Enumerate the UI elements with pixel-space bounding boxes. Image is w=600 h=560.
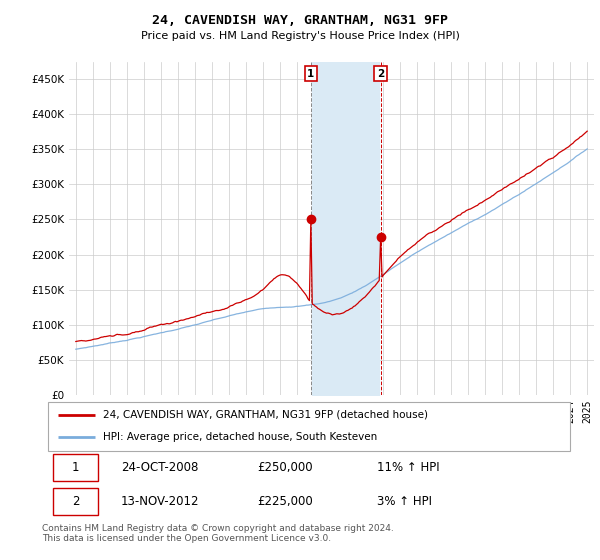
Text: 13-NOV-2012: 13-NOV-2012: [121, 494, 200, 508]
Text: 24, CAVENDISH WAY, GRANTHAM, NG31 9FP: 24, CAVENDISH WAY, GRANTHAM, NG31 9FP: [152, 14, 448, 27]
FancyBboxPatch shape: [53, 454, 98, 480]
Text: Contains HM Land Registry data © Crown copyright and database right 2024.
This d: Contains HM Land Registry data © Crown c…: [42, 524, 394, 543]
Text: 1: 1: [307, 68, 314, 78]
Text: 11% ↑ HPI: 11% ↑ HPI: [377, 461, 439, 474]
Text: 2: 2: [71, 494, 79, 508]
FancyBboxPatch shape: [48, 402, 570, 451]
Text: 3% ↑ HPI: 3% ↑ HPI: [377, 494, 432, 508]
FancyBboxPatch shape: [53, 488, 98, 515]
Text: 1: 1: [71, 461, 79, 474]
Text: 2: 2: [377, 68, 384, 78]
Text: 24, CAVENDISH WAY, GRANTHAM, NG31 9FP (detached house): 24, CAVENDISH WAY, GRANTHAM, NG31 9FP (d…: [103, 410, 428, 420]
Text: £225,000: £225,000: [257, 494, 313, 508]
Text: 24-OCT-2008: 24-OCT-2008: [121, 461, 199, 474]
Text: Price paid vs. HM Land Registry's House Price Index (HPI): Price paid vs. HM Land Registry's House …: [140, 31, 460, 41]
Text: £250,000: £250,000: [257, 461, 313, 474]
Text: HPI: Average price, detached house, South Kesteven: HPI: Average price, detached house, Sout…: [103, 432, 377, 442]
